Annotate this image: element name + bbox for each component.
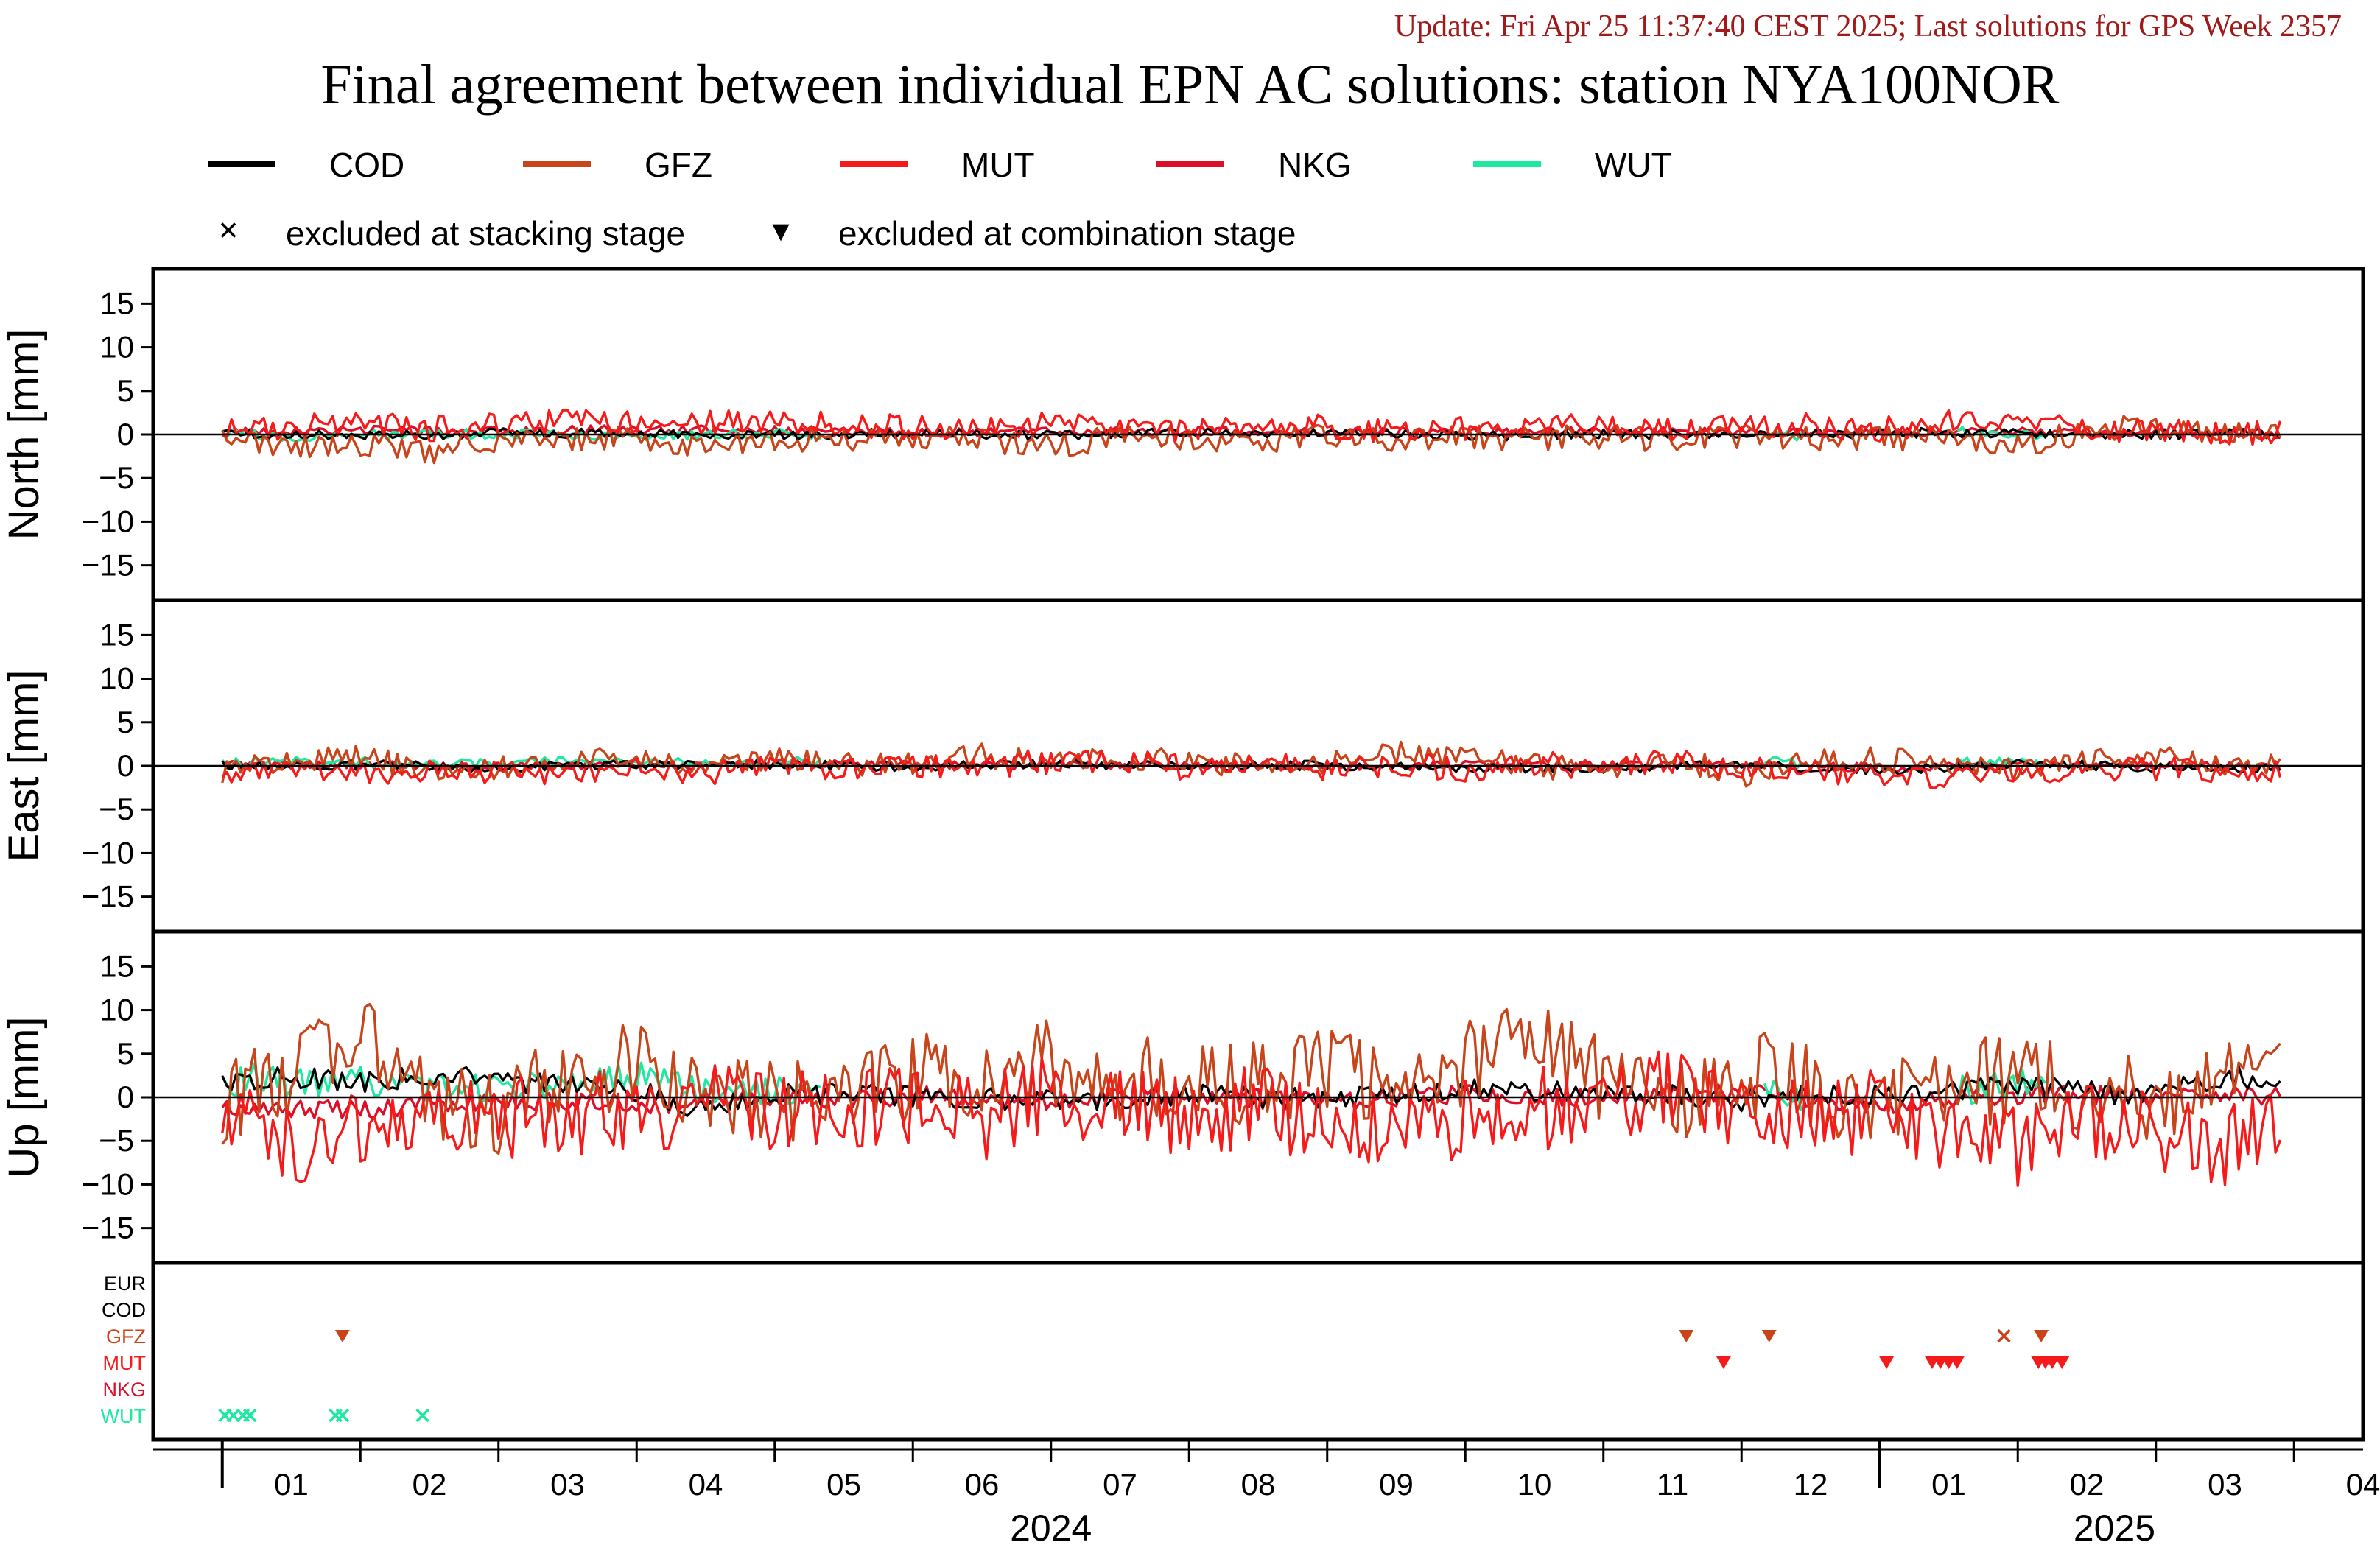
y-tick-label: 10 (99, 993, 134, 1027)
exclusion-marker-combination (1716, 1356, 1731, 1369)
y-tick-label: 0 (117, 417, 134, 451)
exclusion-marker-combination (1949, 1356, 1965, 1369)
series-mut (222, 409, 2282, 446)
series-mut (221, 1050, 2282, 1187)
y-tick-label: −5 (99, 1123, 134, 1158)
y-tick-label: −10 (82, 835, 134, 870)
exclusion-row-label-mut: MUT (103, 1352, 146, 1374)
exclusion-marker-stacking (243, 1408, 257, 1423)
x-tick-label: 02 (413, 1467, 447, 1502)
legend-marker-symbol: ▾ (772, 211, 789, 249)
x-tick-label: 03 (550, 1467, 585, 1502)
exclusion-marker-stacking (335, 1408, 350, 1423)
x-tick-label: 07 (1103, 1467, 1137, 1502)
y-tick-label: −10 (82, 504, 134, 538)
exclusion-row-label-eur: EUR (104, 1273, 146, 1295)
x-tick-label: 09 (1379, 1467, 1414, 1502)
x-tick-label: 03 (2208, 1467, 2242, 1502)
x-tick-label: 06 (965, 1467, 1000, 1502)
update-timestamp: Update: Fri Apr 25 11:37:40 CEST 2025; L… (1394, 10, 2342, 43)
y-tick-label: −15 (82, 879, 134, 914)
exclusion-marker-combination (334, 1330, 350, 1342)
x-tick-label: 01 (274, 1467, 309, 1502)
legend-marker-label: excluded at combination stage (838, 214, 1296, 253)
legend-marker-symbol: × (219, 211, 239, 249)
legend-label: GFZ (645, 146, 712, 184)
legend-marker-combination: ▾ excluded at combination stage (772, 211, 1296, 253)
y-axis-label: East [mm] (0, 669, 48, 862)
legend-marker-label: excluded at stacking stage (286, 214, 685, 253)
legend-label: COD (329, 146, 404, 184)
y-tick-label: −5 (99, 792, 134, 826)
exclusion-marker-combination (2054, 1356, 2070, 1369)
exclusion-row-label-wut: WUT (101, 1405, 146, 1427)
y-tick-label: 10 (99, 330, 134, 365)
exclusion-marker-combination (1679, 1330, 1694, 1342)
series-mut (221, 749, 2282, 789)
y-axis-label: North [mm] (0, 329, 48, 541)
y-axis-label: Up [mm] (0, 1016, 48, 1178)
x-tick-label: 02 (2070, 1467, 2105, 1502)
y-tick-label: 0 (117, 1080, 134, 1114)
exclusion-marker-combination (1761, 1330, 1777, 1342)
year-label: 2024 (1010, 1507, 1092, 1545)
exclusion-marker-combination (2034, 1330, 2049, 1342)
panel-up: 15 10 5 0 −5 −10 −15 Up [mm] (0, 929, 2365, 1265)
x-tick-label: 01 (1931, 1467, 1966, 1502)
y-tick-label: −10 (82, 1166, 134, 1201)
legend-label: WUT (1595, 146, 1672, 184)
y-tick-label: −15 (82, 1211, 134, 1245)
y-tick-label: 15 (99, 617, 134, 652)
x-tick-label: 04 (2346, 1467, 2380, 1502)
y-tick-label: −15 (82, 548, 134, 583)
legend-entry-wut: WUT (1473, 146, 1672, 184)
x-tick-label: 10 (1517, 1467, 1552, 1502)
x-tick-label: 04 (689, 1467, 723, 1502)
y-tick-label: 5 (117, 373, 134, 408)
y-tick-label: 15 (99, 949, 134, 983)
exclusion-panel: EUR COD GFZ MUT NKG WUT (101, 1261, 2365, 1442)
exclusion-marker-combination (1879, 1356, 1895, 1369)
y-tick-label: −5 (99, 460, 134, 495)
series-gfz (221, 1003, 2281, 1155)
y-tick-label: 10 (99, 661, 134, 696)
exclusion-row-label-gfz: GFZ (106, 1326, 146, 1348)
y-tick-label: 0 (117, 748, 134, 783)
legend-entry-mut: MUT (840, 146, 1035, 184)
legend-entry-nkg: NKG (1156, 146, 1352, 184)
legend-entry-cod: COD (208, 146, 404, 184)
x-tick-label: 11 (1657, 1467, 1689, 1502)
year-label: 2025 (2074, 1507, 2155, 1545)
exclusion-row-label-cod: COD (102, 1299, 146, 1321)
time-series-panels: 15 10 5 0 −5 −10 −15 North [mm] 15 10 5 0 −5 −10 −15 Ea… (0, 267, 2365, 1265)
legend-marker-stacking: × excluded at stacking stage (219, 211, 686, 253)
x-axis: 01 02 03 04 05 06 07 08 09 10 11 12 01 02 03 04 2024 2025 (153, 1440, 2380, 1545)
x-tick-label: 05 (826, 1467, 861, 1502)
exclusion-marker-stacking (1997, 1328, 2011, 1343)
legend: COD GFZ MUT NKG WUT × excluded at stacking sta… (208, 146, 1672, 253)
exclusion-row-label-nkg: NKG (102, 1379, 146, 1401)
legend-label: NKG (1278, 146, 1352, 184)
panel-north: 15 10 5 0 −5 −10 −15 North [mm] (0, 267, 2365, 602)
y-tick-label: 15 (99, 286, 134, 320)
legend-entry-gfz: GFZ (523, 146, 712, 184)
x-tick-label: 08 (1241, 1467, 1276, 1502)
exclusion-marker-stacking (415, 1408, 429, 1423)
chart-title: Final agreement between individual EPN A… (320, 54, 2060, 116)
exclusion-frame (151, 1261, 2365, 1442)
y-tick-label: 5 (117, 705, 134, 739)
panel-east: 15 10 5 0 −5 −10 −15 East [mm] (0, 598, 2365, 934)
x-tick-label: 12 (1794, 1467, 1828, 1502)
y-tick-label: 5 (117, 1036, 134, 1071)
legend-label: MUT (961, 146, 1035, 184)
exclusion-marker-combination (2045, 1356, 2060, 1369)
